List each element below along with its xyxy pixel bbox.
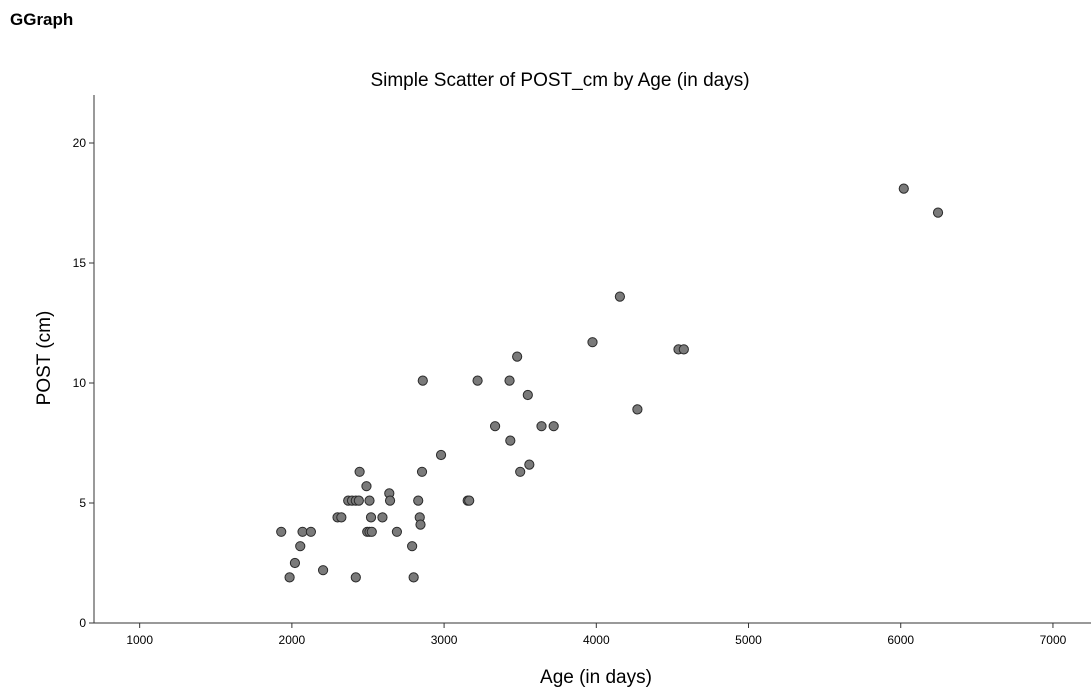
- scatter-point: [354, 466, 365, 477]
- scatter-point: [417, 375, 428, 386]
- scatter-point: [350, 572, 361, 583]
- y-tick-label: 5: [79, 496, 86, 510]
- x-tick-label: 6000: [887, 633, 914, 647]
- scatter-point: [632, 404, 643, 415]
- scatter-point: [295, 541, 306, 552]
- scatter-point: [353, 495, 364, 506]
- scatter-point: [391, 526, 403, 537]
- x-tick-label: 3000: [431, 633, 458, 647]
- data-points: [276, 183, 944, 583]
- scatter-point: [614, 291, 625, 302]
- scatter-point: [289, 557, 301, 569]
- y-tick-label: 10: [73, 376, 87, 390]
- scatter-point: [366, 526, 377, 537]
- scatter-point: [472, 375, 483, 386]
- y-tick-label: 15: [73, 256, 87, 270]
- scatter-point: [361, 481, 372, 492]
- scatter-point: [384, 495, 396, 506]
- x-axis-label: Age (in days): [540, 667, 652, 688]
- scatter-point: [407, 541, 418, 552]
- scatter-point: [276, 526, 287, 537]
- scatter-point: [364, 495, 375, 506]
- scatter-point: [408, 572, 419, 583]
- scatter-point: [365, 512, 377, 523]
- x-tick-label: 1000: [126, 633, 153, 647]
- scatter-point: [416, 466, 428, 477]
- scatter-point: [932, 207, 944, 218]
- scatter-point: [317, 565, 329, 576]
- scatter-point: [284, 572, 295, 583]
- scatter-point: [464, 495, 475, 506]
- scatter-point: [297, 526, 308, 537]
- scatter-point: [587, 337, 598, 348]
- scatter-point: [512, 351, 523, 362]
- x-tick-label: 5000: [735, 633, 762, 647]
- scatter-point: [415, 519, 426, 530]
- scatter-point: [515, 466, 526, 477]
- scatter-point: [536, 421, 547, 432]
- x-ticks: 1000 2000 3000 4000 5000 6000 7000: [126, 623, 1067, 647]
- scatter-point: [413, 495, 424, 506]
- scatter-point: [898, 183, 909, 194]
- y-tick-label: 0: [79, 616, 86, 630]
- scatter-point: [504, 375, 515, 386]
- chart-title: Simple Scatter of POST_cm by Age (in day…: [370, 70, 749, 91]
- x-tick-label: 4000: [583, 633, 610, 647]
- scatter-point: [377, 512, 388, 523]
- scatter-point: [522, 389, 533, 401]
- scatter-point: [489, 421, 501, 432]
- y-axis-label: POST (cm): [34, 311, 55, 406]
- x-tick-label: 7000: [1040, 633, 1067, 647]
- scatter-point: [678, 344, 689, 355]
- x-tick-label: 2000: [279, 633, 306, 647]
- y-ticks: 0 5 10 15 20: [73, 136, 94, 630]
- scatter-point: [505, 435, 516, 446]
- y-tick-label: 20: [73, 136, 87, 150]
- scatter-point: [336, 512, 347, 523]
- scatter-point: [435, 449, 447, 461]
- scatter-point: [524, 459, 535, 470]
- page-heading: GGraph: [10, 10, 74, 29]
- scatter-point: [548, 421, 559, 432]
- scatter-point: [305, 526, 317, 537]
